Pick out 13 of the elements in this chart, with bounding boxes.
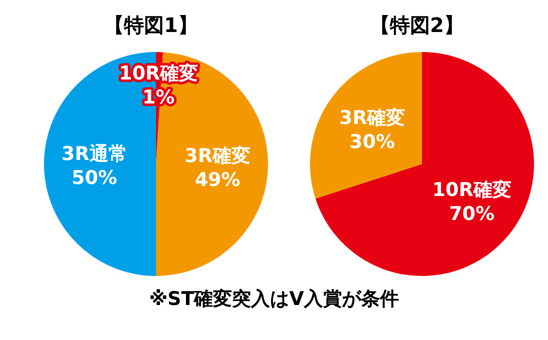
data-label: 30% [349,130,395,153]
chart-title: 【特図1】 [103,12,199,39]
chart-title: 【特図2】 [369,12,465,39]
slice-label: 10R確変 [432,179,512,202]
data-label: 50% [72,167,118,189]
slice-label: 3R確変 [339,106,406,129]
data-label: 1% [142,86,175,108]
data-label: 49% [194,168,240,191]
data-label: 70% [449,203,495,226]
slice-label: 3R通常 [61,143,128,165]
text: ※ST確変突入はV入賞が条件 [148,287,400,312]
slice-label: 3R確変 [184,144,250,167]
pie-slice [315,52,534,276]
